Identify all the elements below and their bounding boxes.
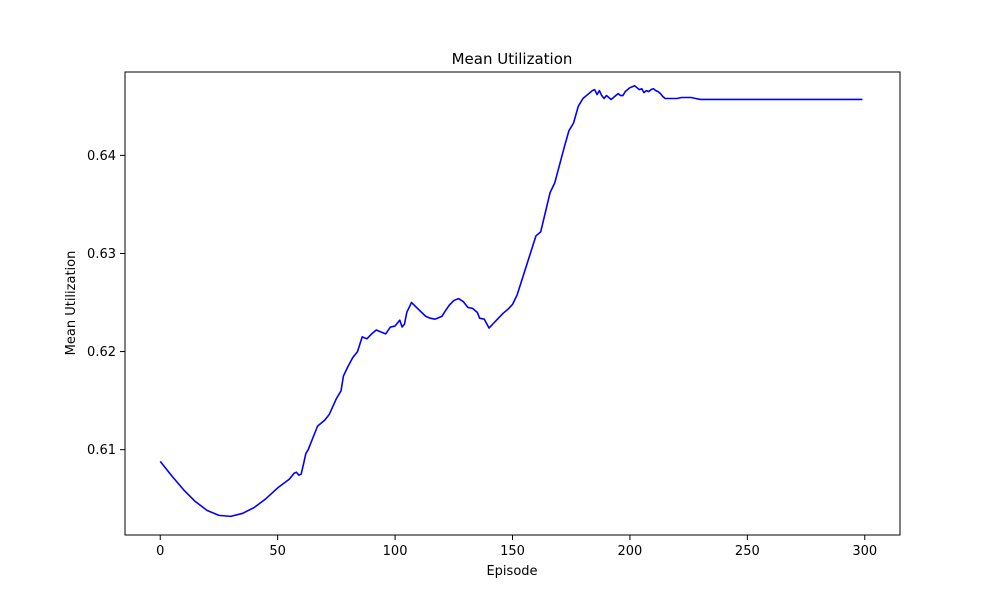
y-tick-label: 0.63 [87, 247, 116, 262]
chart-title: Mean Utilization [452, 50, 573, 68]
x-axis: 0 50 100 150 200 250 300 [156, 535, 877, 559]
x-tick-label: 0 [156, 544, 164, 559]
y-axis-label: Mean Utilization [64, 251, 79, 356]
series-line-0 [159, 84, 863, 518]
x-axis-label: Episode [486, 564, 537, 579]
plot-area [159, 84, 863, 518]
x-tick-label: 200 [618, 544, 643, 559]
x-tick-label: 150 [500, 544, 525, 559]
x-tick-label: 100 [383, 544, 408, 559]
y-tick-label: 0.61 [87, 443, 116, 458]
y-tick-label: 0.64 [87, 149, 116, 164]
y-tick-label: 0.62 [87, 345, 116, 360]
x-tick-label: 250 [735, 544, 760, 559]
x-tick-label: 300 [852, 544, 877, 559]
x-tick-label: 50 [269, 544, 286, 559]
y-axis: 0.61 0.62 0.63 0.64 [87, 149, 125, 458]
